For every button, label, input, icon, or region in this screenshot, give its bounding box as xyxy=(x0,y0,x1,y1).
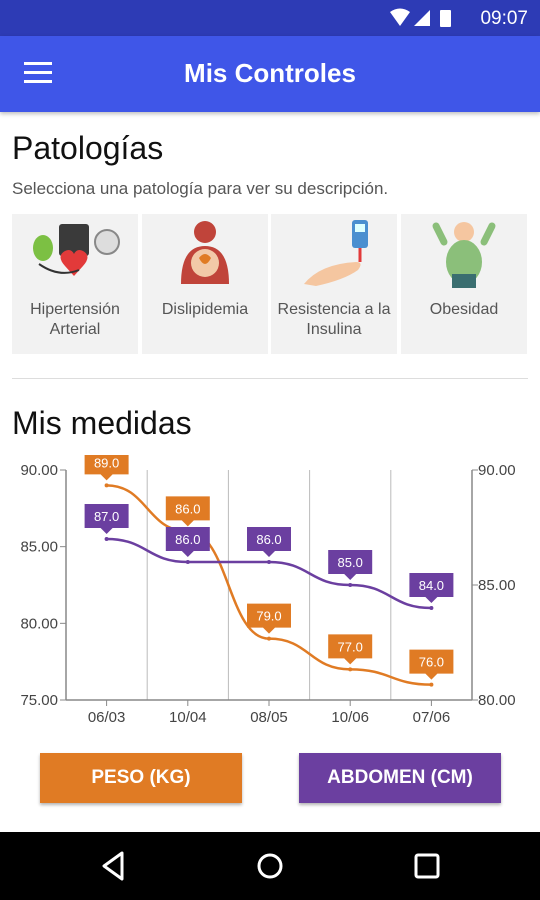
series-line xyxy=(106,484,432,686)
pathologies-subtitle: Selecciona una patología para ver su des… xyxy=(12,179,389,198)
recents-icon[interactable] xyxy=(410,849,444,883)
pathology-card-obesidad[interactable]: Obesidad xyxy=(401,214,527,354)
data-label: 76.0 xyxy=(419,655,444,670)
x-tick-label: 08/05 xyxy=(250,709,288,725)
pathologies-title: Patologías xyxy=(12,130,164,166)
section-divider xyxy=(12,378,528,379)
pathology-card-hipertension[interactable]: Hipertensión Arterial xyxy=(12,214,138,354)
glucometer-hand-icon xyxy=(304,220,368,286)
data-point xyxy=(267,636,271,641)
data-label: 77.0 xyxy=(338,639,363,654)
right-tick-label: 90.00 xyxy=(478,462,516,479)
data-label-box xyxy=(247,527,291,557)
data-point xyxy=(104,483,109,488)
x-tick-label: 10/06 xyxy=(331,709,369,725)
status-icons xyxy=(390,8,451,27)
wifi-icon xyxy=(390,8,410,26)
back-icon[interactable] xyxy=(96,849,130,883)
data-point xyxy=(429,606,434,610)
data-point xyxy=(348,583,353,587)
data-label-box xyxy=(165,527,210,557)
data-label: 87.0 xyxy=(94,509,119,524)
data-label: 84.0 xyxy=(419,578,444,593)
status-bar: 09:07 xyxy=(0,0,540,36)
data-label-box xyxy=(84,455,129,481)
pathology-card-dislipidemia[interactable]: Dislipidemia xyxy=(142,214,268,354)
data-label: 86.0 xyxy=(175,532,200,547)
data-label-box xyxy=(165,496,210,527)
left-tick-label: 75.00 xyxy=(20,692,58,709)
battery-icon xyxy=(440,10,451,27)
data-label: 89.0 xyxy=(94,455,119,470)
right-tick-label: 80.00 xyxy=(478,692,516,709)
left-tick-label: 90.00 xyxy=(20,462,58,479)
left-tick-label: 80.00 xyxy=(20,615,58,632)
data-label: 79.0 xyxy=(256,609,281,624)
left-tick-label: 85.00 xyxy=(20,539,58,556)
pathology-label: Obesidad xyxy=(429,301,499,318)
obese-person-icon xyxy=(432,222,496,288)
data-label-box xyxy=(84,504,129,534)
measures-title: Mis medidas xyxy=(12,405,192,441)
data-point xyxy=(348,667,353,672)
measures-chart: 90.00 85.00 80.00 75.00 90.00 85.00 80.00 06/03… xyxy=(20,455,516,725)
abdomen-button[interactable]: ABDOMEN (CM) xyxy=(299,753,501,803)
pathology-label: Resistencia a la Insulina xyxy=(277,301,391,338)
data-point xyxy=(104,537,109,541)
data-point xyxy=(429,682,434,687)
pathology-grid: Hipertensión Arterial Dislipidemia Resis… xyxy=(12,214,528,354)
x-tick-label: 06/03 xyxy=(88,709,126,725)
navigation-bar xyxy=(0,832,540,900)
data-label: 85.0 xyxy=(338,555,363,570)
signal-icon xyxy=(414,10,430,26)
blood-pressure-monitor-icon xyxy=(33,224,120,276)
data-label-box xyxy=(409,573,454,603)
x-tick-label: 07/06 xyxy=(413,709,451,725)
page-title: Mis Controles xyxy=(184,58,356,88)
data-label-box xyxy=(247,603,291,634)
x-tick-label: 10/04 xyxy=(169,709,207,725)
home-icon[interactable] xyxy=(253,849,287,883)
pathology-card-resistencia[interactable]: Resistencia a la Insulina xyxy=(271,214,397,354)
data-point xyxy=(267,560,271,564)
right-tick-label: 85.00 xyxy=(478,577,516,594)
app-bar: Mis Controles xyxy=(0,36,540,112)
menu-icon[interactable] xyxy=(24,62,52,86)
data-label: 86.0 xyxy=(256,532,281,547)
data-label-box xyxy=(328,634,373,665)
status-time: 09:07 xyxy=(480,8,528,29)
data-label: 86.0 xyxy=(175,501,200,516)
pathology-label: Dislipidemia xyxy=(161,301,249,318)
pathology-label: Hipertensión Arterial xyxy=(30,301,120,338)
dyslipidemia-person-icon xyxy=(181,221,229,284)
data-label-box xyxy=(409,649,454,680)
data-point xyxy=(185,560,190,564)
peso-button[interactable]: PESO (KG) xyxy=(40,753,242,803)
data-label-box xyxy=(328,550,373,580)
